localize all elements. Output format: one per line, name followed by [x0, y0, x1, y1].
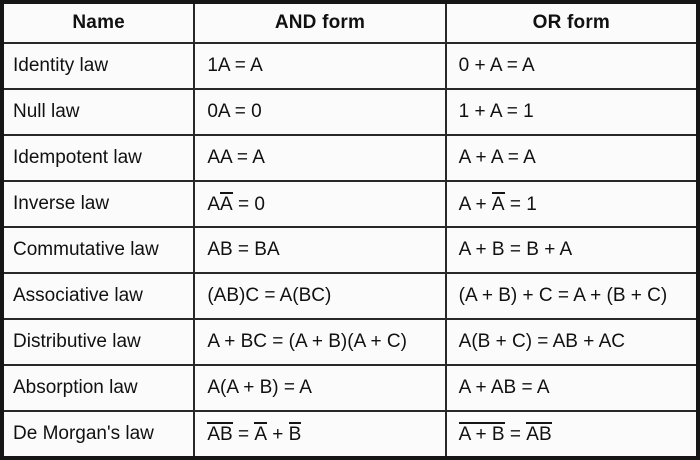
overline-term: B: [288, 422, 302, 445]
equation-text: 1 + A = 1: [458, 101, 534, 122]
and-form-cell: AB = BA: [193, 226, 447, 274]
or-form-cell: (A + B) + C = A + (B + C): [444, 272, 700, 320]
equation-text: A + AB = A: [458, 377, 550, 398]
or-form-cell: A + A = 1: [444, 180, 700, 228]
table-body: Identity law 1A = A 0 + A = A Null law 0A = …: [0, 42, 700, 459]
header-row: Name AND form OR form: [0, 1, 700, 44]
equation-text: A + BC = (A + B)(A + C): [207, 331, 407, 352]
law-name-cell: Associative law: [0, 272, 196, 320]
equation-text: 1A = A: [207, 55, 263, 76]
overline-term: B: [538, 422, 552, 445]
table-row: Commutative law AB = BA A + B = B + A: [0, 226, 700, 274]
table-header: Name AND form OR form: [0, 1, 700, 44]
law-name-cell: Identity law: [0, 42, 196, 90]
table-row: Idempotent law AA = A A + A = A: [0, 134, 700, 182]
equation-text: = 0: [232, 194, 265, 215]
law-name-cell: Null law: [0, 88, 196, 136]
overline-term: A: [220, 192, 233, 215]
law-name-cell: Absorption law: [0, 364, 196, 412]
overline-term: AB: [207, 422, 233, 445]
equation-text: A + B = B + A: [458, 239, 573, 260]
table-row: Null law 0A = 0 1 + A = 1: [0, 88, 700, 136]
equation-text: 0A = 0: [207, 101, 262, 122]
header-or-form: OR form: [444, 1, 700, 44]
equation-text: A + A = A: [458, 147, 536, 168]
table-row: Identity law 1A = A 0 + A = A: [0, 42, 700, 90]
law-name-cell: De Morgan's law: [0, 410, 196, 459]
header-and-form: AND form: [193, 1, 447, 44]
header-name: Name: [0, 1, 196, 44]
overline-term: A: [526, 422, 539, 445]
equation-text: =: [232, 424, 255, 445]
equation-text: =: [504, 424, 527, 445]
equation-text: A(A + B) = A: [207, 377, 312, 398]
law-name-cell: Idempotent law: [0, 134, 196, 182]
equation-text: 0 + A = A: [458, 55, 535, 76]
table-row: Distributive law A + BC = (A + B)(A + C) A…: [0, 318, 700, 366]
and-form-cell: 1A = A: [193, 42, 447, 90]
and-form-cell: AA = 0: [193, 180, 447, 228]
equation-text: A(B + C) = AB + AC: [458, 331, 625, 352]
or-form-cell: 0 + A = A: [444, 42, 700, 90]
law-name-cell: Inverse law: [0, 180, 196, 228]
and-form-cell: AA = A: [193, 134, 447, 182]
overline-term: A + B: [458, 422, 505, 445]
equation-text: A: [207, 194, 220, 215]
table-row: Absorption law A(A + B) = A A + AB = A: [0, 364, 700, 412]
law-name-cell: Commutative law: [0, 226, 196, 274]
or-form-cell: 1 + A = 1: [444, 88, 700, 136]
or-form-cell: A(B + C) = AB + AC: [444, 318, 700, 366]
or-form-cell: A + B = B + A: [444, 226, 700, 274]
overline-term: A: [491, 192, 505, 215]
or-form-cell: A + B = AB: [444, 410, 700, 459]
equation-text: A +: [458, 194, 492, 215]
table-row: Associative law (AB)C = A(BC) (A + B) + C …: [0, 272, 700, 320]
equation-text: AB = BA: [207, 239, 280, 260]
and-form-cell: (AB)C = A(BC): [193, 272, 447, 320]
equation-text: = 1: [504, 194, 537, 215]
equation-text: +: [267, 424, 289, 445]
and-form-cell: A(A + B) = A: [193, 364, 447, 412]
or-form-cell: A + A = A: [444, 134, 700, 182]
and-form-cell: AB = A + B: [193, 410, 447, 459]
equation-text: (A + B) + C = A + (B + C): [458, 285, 668, 306]
and-form-cell: A + BC = (A + B)(A + C): [193, 318, 447, 366]
and-form-cell: 0A = 0: [193, 88, 447, 136]
or-form-cell: A + AB = A: [444, 364, 700, 412]
overline-term: A: [254, 422, 268, 445]
equation-text: AA = A: [207, 147, 265, 168]
law-name-cell: Distributive law: [0, 318, 196, 366]
equation-text: (AB)C = A(BC): [207, 285, 332, 306]
